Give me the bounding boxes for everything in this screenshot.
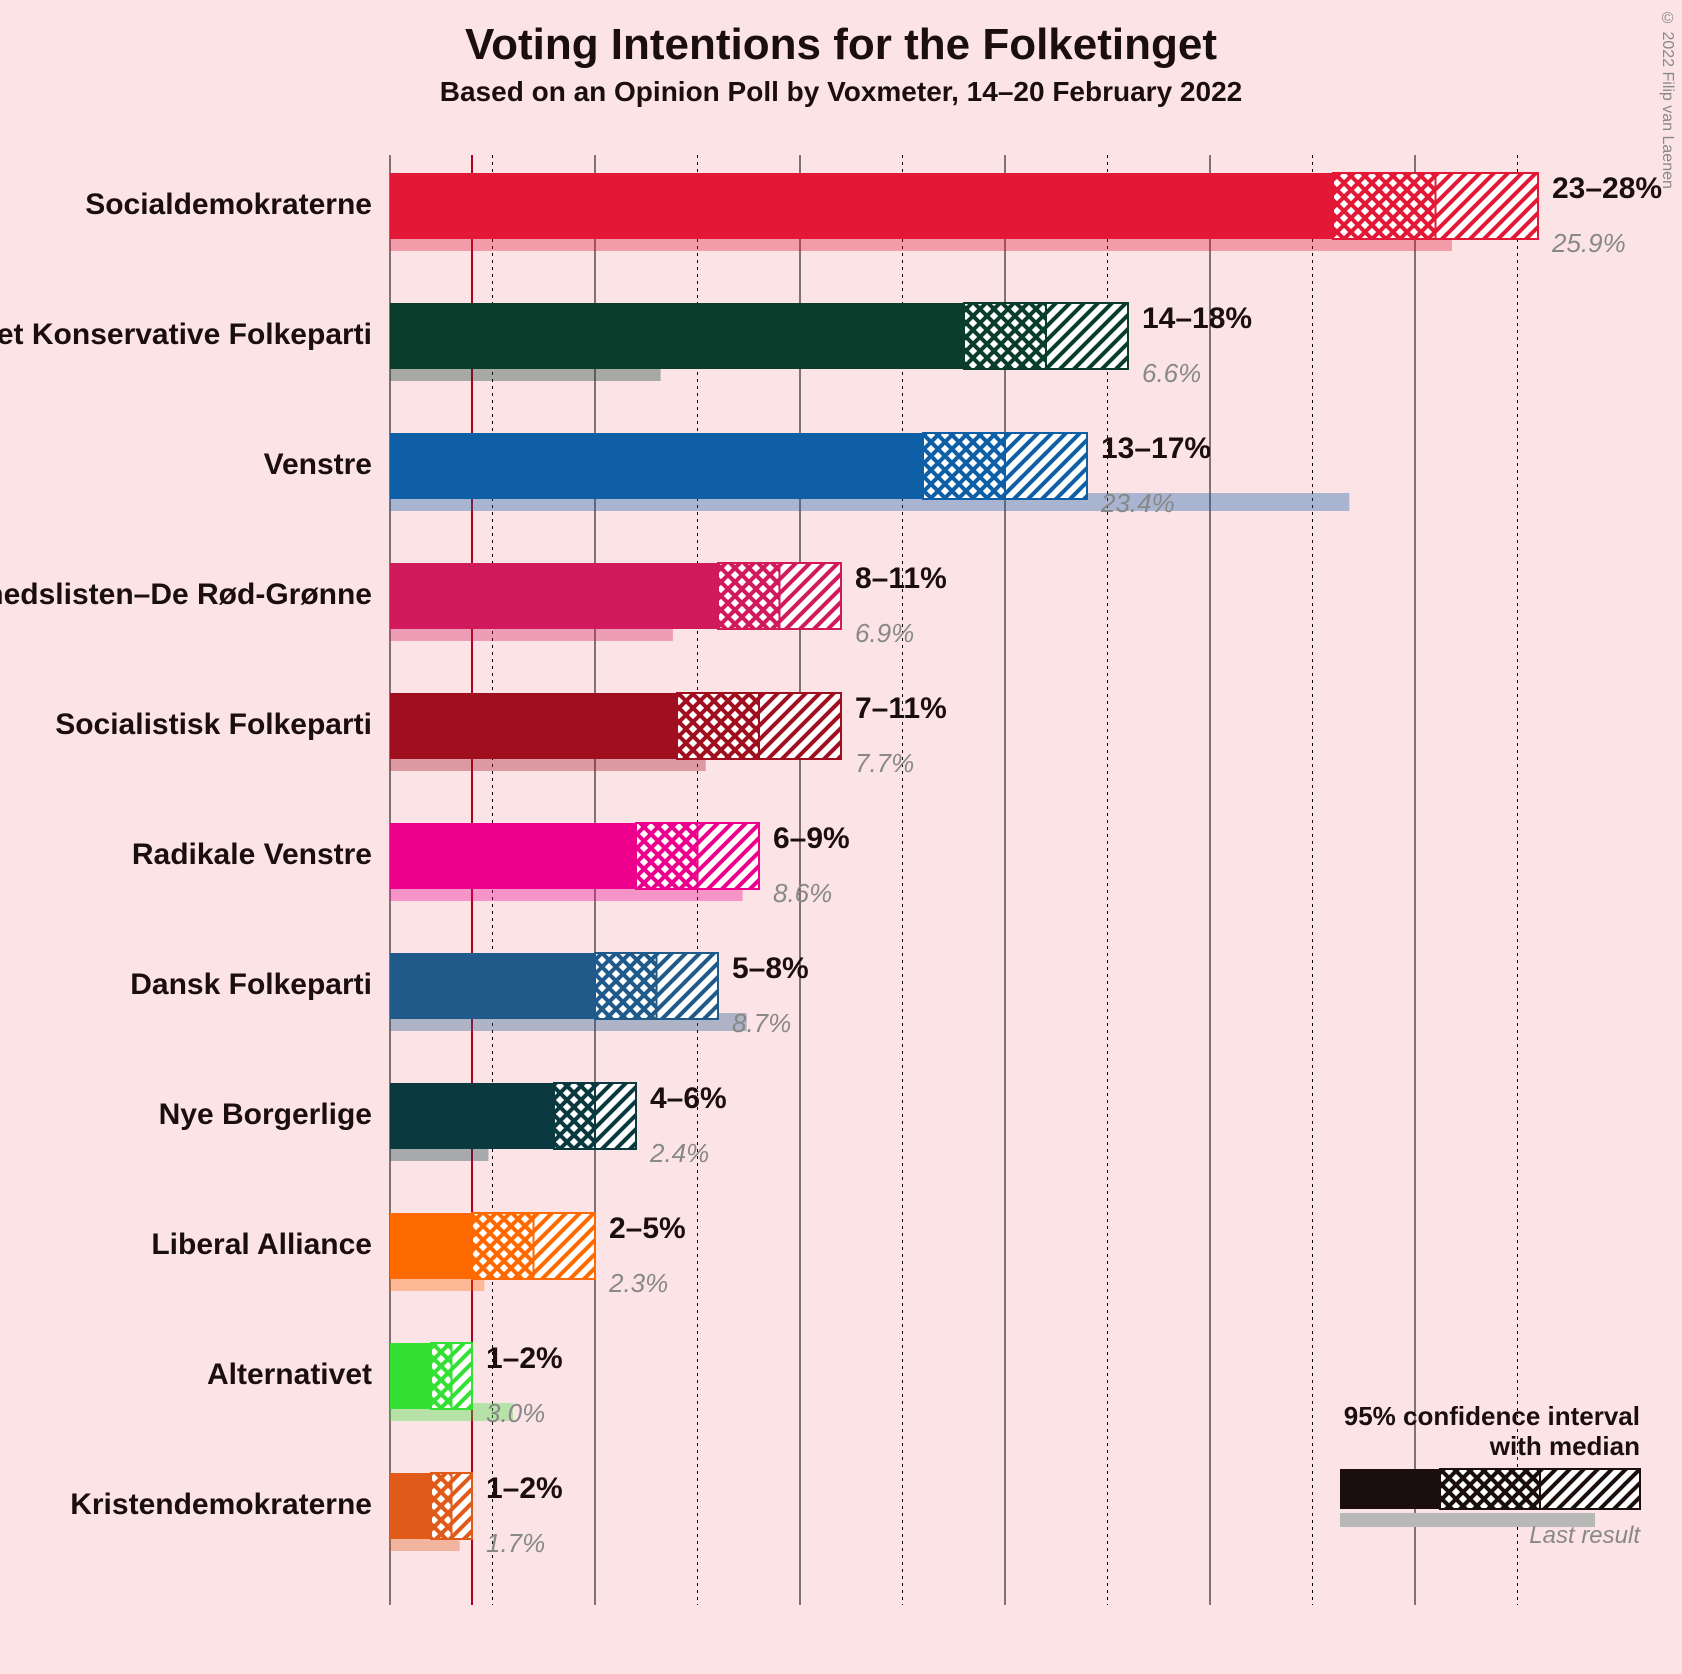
range-label: 8–11% <box>855 562 947 595</box>
bar-ci-lower <box>554 1083 595 1149</box>
bar-ci-lower <box>472 1213 534 1279</box>
party-label: Kristendemokraterne <box>70 1488 372 1521</box>
legend: 95% confidence intervalwith median Last r… <box>1340 1401 1641 1549</box>
party-row: Nye Borgerlige 4–6% 2.4% <box>159 1082 727 1168</box>
bar-ci-lower <box>964 303 1046 369</box>
bar-ci-lower <box>718 563 780 629</box>
bar-solid <box>390 1083 554 1149</box>
voting-intentions-chart: Socialdemokraterne 23–28% 25.9% Det Konserv… <box>0 130 1682 1650</box>
last-result-label: 23.4% <box>1100 488 1175 518</box>
last-result-label: 1.7% <box>486 1528 545 1558</box>
party-label: Enhedslisten–De Rød-Grønne <box>0 578 372 611</box>
party-label: Nye Borgerlige <box>159 1098 372 1131</box>
party-row: Socialdemokraterne 23–28% 25.9% <box>85 172 1662 258</box>
party-label: Radikale Venstre <box>132 838 372 871</box>
bar-ci-upper <box>1005 433 1087 499</box>
svg-text:95% confidence interval: 95% confidence interval <box>1344 1401 1640 1431</box>
party-label: Dansk Folkeparti <box>130 968 372 1001</box>
last-result-label: 6.6% <box>1142 358 1201 388</box>
bar-ci-lower <box>431 1343 452 1409</box>
bar-solid <box>390 953 595 1019</box>
bar-solid <box>390 1343 431 1409</box>
party-label: Det Konservative Folkeparti <box>0 318 372 351</box>
party-label: Socialdemokraterne <box>85 188 372 221</box>
last-result-label: 25.9% <box>1551 228 1626 258</box>
bar-solid <box>390 563 718 629</box>
range-label: 4–6% <box>650 1082 727 1115</box>
party-label: Socialistisk Folkeparti <box>55 708 372 741</box>
party-row: Radikale Venstre 6–9% 8.6% <box>132 822 850 908</box>
party-row: Det Konservative Folkeparti 14–18% 6.6% <box>0 302 1252 388</box>
bar-ci-upper <box>1436 173 1539 239</box>
party-label: Alternativet <box>207 1358 372 1391</box>
range-label: 23–28% <box>1552 172 1662 205</box>
party-row: Dansk Folkeparti 5–8% 8.7% <box>130 952 808 1038</box>
bar-ci-lower <box>1333 173 1436 239</box>
svg-text:with median: with median <box>1489 1431 1640 1461</box>
party-label: Venstre <box>264 448 372 481</box>
bar-ci-lower <box>636 823 698 889</box>
bar-ci-upper <box>595 1083 636 1149</box>
bar-ci-upper <box>452 1473 473 1539</box>
last-result-label: 7.7% <box>855 748 914 778</box>
chart-title: Voting Intentions for the Folketinget <box>0 0 1682 70</box>
party-row: Liberal Alliance 2–5% 2.3% <box>151 1212 685 1298</box>
bar-ci-lower <box>595 953 657 1019</box>
svg-text:Last result: Last result <box>1529 1522 1641 1549</box>
last-result-label: 6.9% <box>855 618 914 648</box>
bar-solid <box>390 433 923 499</box>
bar-solid <box>390 173 1333 239</box>
range-label: 6–9% <box>773 822 850 855</box>
last-result-label: 2.3% <box>608 1268 668 1298</box>
bar-ci-upper <box>534 1213 596 1279</box>
party-row: Venstre 13–17% 23.4% <box>264 432 1350 518</box>
bar-ci-lower <box>431 1473 452 1539</box>
bar-ci-upper <box>759 693 841 759</box>
range-label: 13–17% <box>1101 432 1211 465</box>
range-label: 7–11% <box>855 692 947 725</box>
last-result-label: 8.6% <box>773 878 832 908</box>
bar-ci-upper <box>780 563 842 629</box>
party-row: Kristendemokraterne 1–2% 1.7% <box>70 1472 563 1558</box>
bar-ci-lower <box>923 433 1005 499</box>
bar-solid <box>390 303 964 369</box>
party-row: Alternativet 1–2% 3.0% <box>207 1342 563 1428</box>
bar-solid <box>390 1473 431 1539</box>
bar-ci-upper <box>657 953 719 1019</box>
chart-subtitle: Based on an Opinion Poll by Voxmeter, 14… <box>0 70 1682 128</box>
range-label: 2–5% <box>609 1212 686 1245</box>
bar-solid <box>390 823 636 889</box>
bar-ci-upper <box>1046 303 1128 369</box>
last-result-label: 8.7% <box>732 1008 791 1038</box>
range-label: 1–2% <box>486 1472 563 1505</box>
last-result-label: 3.0% <box>486 1398 545 1428</box>
range-label: 14–18% <box>1142 302 1252 335</box>
bar-solid <box>390 693 677 759</box>
bar-solid <box>390 1213 472 1279</box>
bar-ci-upper <box>452 1343 473 1409</box>
party-row: Enhedslisten–De Rød-Grønne 8–11% 6.9% <box>0 562 947 648</box>
party-label: Liberal Alliance <box>151 1228 372 1261</box>
last-result-label: 2.4% <box>649 1138 709 1168</box>
range-label: 5–8% <box>732 952 809 985</box>
party-row: Socialistisk Folkeparti 7–11% 7.7% <box>55 692 947 778</box>
bar-ci-lower <box>677 693 759 759</box>
bar-ci-upper <box>698 823 760 889</box>
range-label: 1–2% <box>486 1342 563 1375</box>
